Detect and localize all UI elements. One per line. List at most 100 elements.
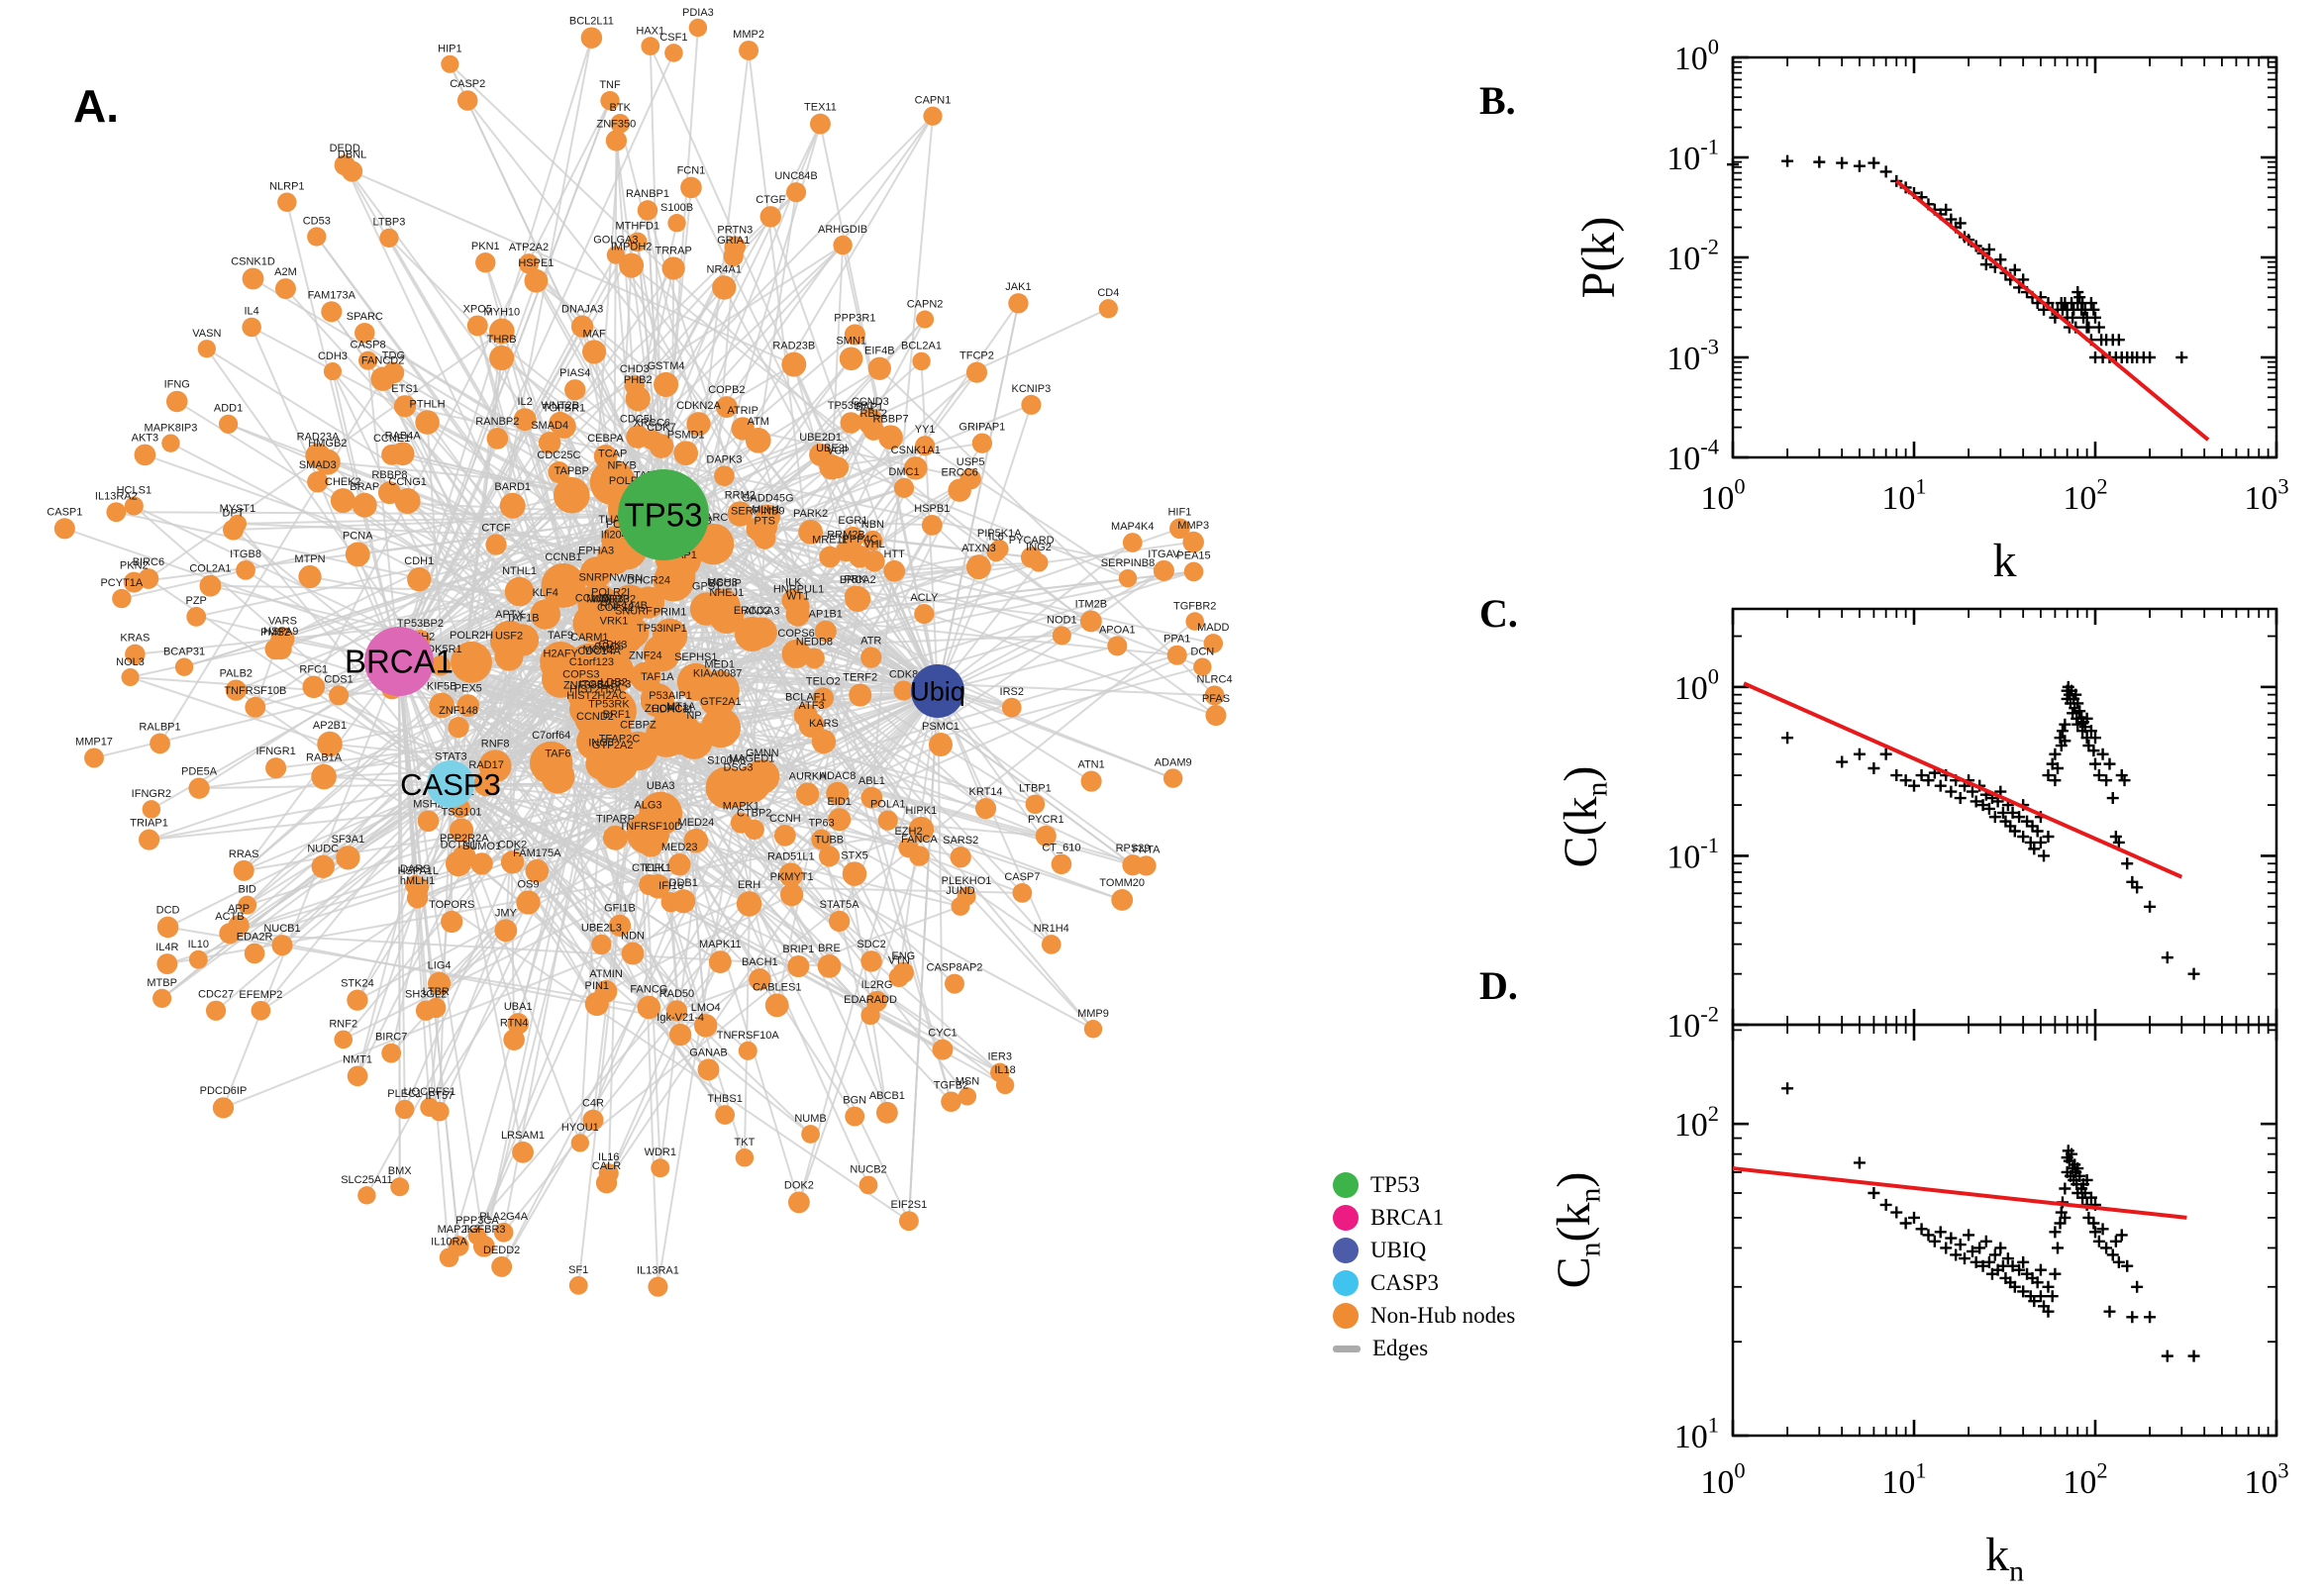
svg-text:COPS2: COPS2 [597, 602, 634, 614]
svg-text:CSF1: CSF1 [659, 32, 687, 44]
svg-text:KRAS: KRAS [120, 633, 150, 645]
svg-text:CDC14A: CDC14A [577, 646, 621, 657]
svg-text:DHCR24: DHCR24 [627, 574, 670, 586]
svg-text:GPS1: GPS1 [692, 580, 721, 592]
svg-text:COPS6: COPS6 [777, 628, 814, 640]
svg-text:UQCRFS1: UQCRFS1 [404, 1086, 456, 1098]
tick-label: 10-2 [1666, 1002, 1719, 1045]
svg-text:CSNK1A1: CSNK1A1 [891, 445, 941, 456]
svg-text:PYCARD: PYCARD [1009, 535, 1055, 547]
svg-text:ACTB: ACTB [215, 911, 244, 923]
svg-text:FAM175A: FAM175A [513, 848, 561, 859]
svg-text:STK24: STK24 [341, 978, 374, 990]
network-graph: MAGED1CDC14ADHCR24TP53RKKIAA0087THAP8CDC… [47, 7, 1233, 1297]
svg-text:SPARC: SPARC [347, 311, 383, 323]
hub-ubiq: Ubiq [910, 664, 965, 718]
svg-text:ZNF24: ZNF24 [629, 649, 662, 661]
svg-text:ATP2A2: ATP2A2 [509, 242, 549, 253]
svg-text:MED23: MED23 [661, 842, 698, 853]
svg-text:RBBP7: RBBP7 [872, 413, 908, 425]
legend-label: UBIQ [1370, 1238, 1427, 1262]
svg-text:ATRIP: ATRIP [727, 405, 758, 417]
svg-text:PBK: PBK [844, 574, 866, 586]
svg-text:NOL3: NOL3 [116, 656, 145, 668]
svg-text:AURKA: AURKA [789, 770, 828, 782]
svg-text:ERCC6: ERCC6 [942, 466, 978, 478]
svg-text:TNFRSF10A: TNFRSF10A [717, 1030, 780, 1042]
svg-text:MCM2: MCM2 [582, 645, 614, 656]
svg-text:PIP5K1A: PIP5K1A [977, 528, 1022, 540]
svg-text:ITM2B: ITM2B [1075, 598, 1107, 610]
svg-text:PIN1: PIN1 [585, 980, 609, 992]
y-axis-label: C(kn) [1555, 766, 1614, 868]
svg-text:ALG3: ALG3 [634, 800, 661, 812]
svg-text:SUMO1: SUMO1 [462, 841, 501, 852]
svg-text:EIF2S1: EIF2S1 [891, 1199, 928, 1211]
svg-text:H2AFY: H2AFY [543, 648, 578, 660]
tick-label: 103 [2244, 1458, 2288, 1501]
svg-text:KIAA0087: KIAA0087 [693, 667, 743, 679]
svg-text:ITGAV: ITGAV [1148, 549, 1180, 560]
svg-text:PEA15: PEA15 [1176, 550, 1210, 562]
svg-text:CDKN2A: CDKN2A [676, 400, 721, 412]
svg-text:JAK1: JAK1 [1005, 281, 1031, 293]
svg-text:EIF4B: EIF4B [864, 346, 895, 357]
svg-text:STAT3: STAT3 [435, 751, 467, 763]
svg-text:HNRPUL1: HNRPUL1 [773, 584, 824, 596]
network-nodes [53, 18, 1227, 1297]
tick-label: 10-4 [1666, 435, 1719, 477]
svg-text:TSG101: TSG101 [442, 806, 482, 818]
svg-text:RNF2: RNF2 [329, 1019, 357, 1031]
svg-text:RAD23B: RAD23B [772, 341, 815, 352]
svg-text:IFNGR2: IFNGR2 [132, 788, 171, 800]
svg-text:APP: APP [228, 903, 250, 915]
svg-text:HDAC11: HDAC11 [652, 704, 694, 716]
svg-text:MTPN: MTPN [294, 553, 325, 565]
svg-text:RAD17: RAD17 [468, 759, 503, 771]
tick-label: 101 [1881, 474, 1926, 517]
svg-text:BTK: BTK [610, 102, 632, 114]
scatter-points [1727, 154, 2188, 363]
svg-text:UBA1: UBA1 [504, 1001, 533, 1013]
svg-text:TFCP2: TFCP2 [960, 350, 994, 362]
svg-text:MAP4K4: MAP4K4 [1111, 521, 1154, 533]
hub-tp53: TP53 [618, 469, 709, 560]
plot-panel-c: 100 10-1 10-2 C(kn) [1555, 607, 2278, 1045]
svg-text:BRAP: BRAP [350, 481, 379, 493]
casp3-swatch-icon [1333, 1270, 1359, 1296]
hub-brca1: BRCA1 [345, 627, 454, 696]
svg-text:BGN: BGN [843, 1095, 866, 1107]
svg-text:BIRC6: BIRC6 [133, 556, 164, 568]
svg-text:ATN1: ATN1 [1077, 759, 1104, 771]
svg-text:IL13RA2: IL13RA2 [95, 490, 138, 502]
svg-text:IL16: IL16 [598, 1151, 619, 1163]
svg-text:BRF1: BRF1 [603, 709, 631, 721]
fit-line [1894, 179, 2210, 442]
svg-text:SDC2: SDC2 [857, 939, 885, 950]
svg-text:TELO2: TELO2 [806, 675, 841, 687]
svg-text:PEX5: PEX5 [454, 682, 482, 694]
svg-text:IL18: IL18 [994, 1064, 1015, 1076]
svg-text:VHL: VHL [863, 539, 884, 550]
svg-text:TP53BP1: TP53BP1 [828, 400, 874, 412]
svg-text:IER3: IER3 [987, 1051, 1011, 1063]
svg-text:GMNN: GMNN [746, 748, 779, 759]
svg-text:NLRP2: NLRP2 [601, 593, 636, 605]
svg-text:LTBP1: LTBP1 [1019, 782, 1052, 794]
svg-text:MYST1: MYST1 [220, 503, 256, 515]
svg-text:BCLAF1: BCLAF1 [785, 691, 827, 703]
svg-text:NMT1: NMT1 [343, 1054, 372, 1066]
svg-text:GTF2A2: GTF2A2 [592, 740, 634, 751]
svg-text:NFYB: NFYB [607, 459, 636, 471]
legend-item-casp3: CASP3 [1333, 1270, 1515, 1296]
tick-label: 100 [1700, 1458, 1745, 1501]
svg-text:PALB2: PALB2 [220, 667, 252, 679]
svg-text:IFNGR1: IFNGR1 [255, 746, 295, 757]
svg-text:RAD50: RAD50 [659, 988, 694, 1000]
svg-text:ENG: ENG [891, 950, 915, 962]
svg-text:GRIA1: GRIA1 [717, 235, 750, 247]
svg-text:APOA1: APOA1 [1099, 624, 1136, 636]
svg-text:TAF1B: TAF1B [506, 612, 539, 624]
